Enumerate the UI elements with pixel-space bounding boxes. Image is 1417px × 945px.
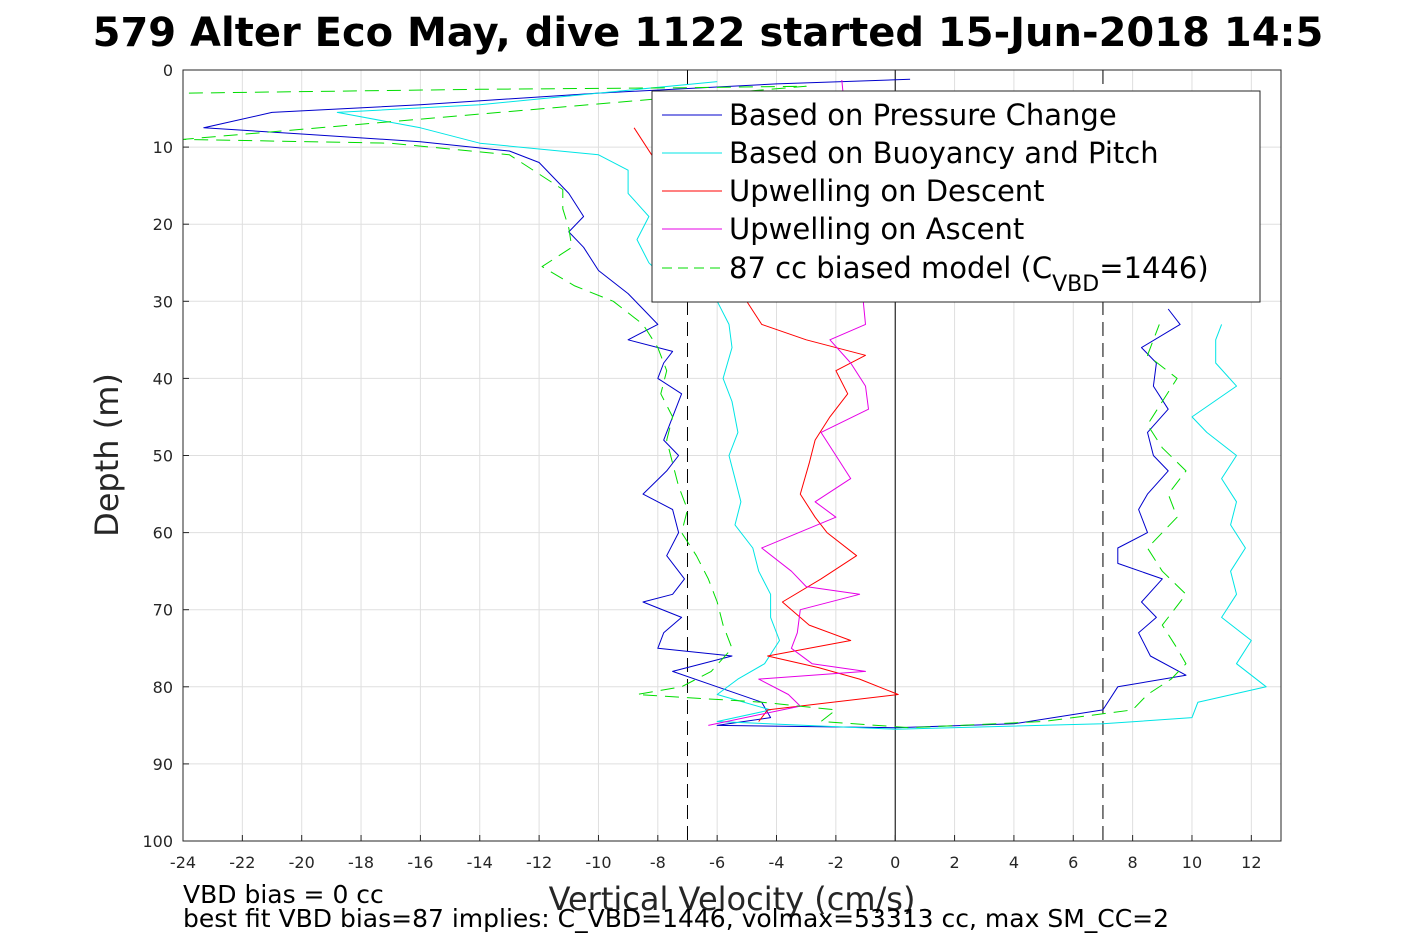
series-layer — [182, 78, 1267, 730]
x-tick-label: -20 — [289, 853, 315, 872]
legend-label-ascent: Upwelling on Ascent — [729, 212, 1024, 246]
series-line-1 — [336, 81, 1267, 730]
chart-title: 579 Alter Eco May, dive 1122 started 15-… — [93, 10, 1324, 56]
y-tick-label: 20 — [153, 215, 173, 234]
legend-box — [651, 90, 1261, 303]
y-tick-label: 30 — [153, 292, 173, 311]
x-tick-label: -16 — [407, 853, 433, 872]
y-tick-label: 50 — [153, 447, 173, 466]
x-tick-label: -12 — [526, 853, 552, 872]
x-tick-label: -14 — [467, 853, 493, 872]
legend-label-model-main: 87 cc biased model (C — [729, 251, 1052, 285]
y-tick-label: 10 — [153, 138, 173, 157]
y-axis-label: Depth (m) — [88, 373, 126, 537]
x-tick-label: -22 — [229, 853, 255, 872]
legend: Based on Pressure Change Based on Buoyan… — [651, 90, 1261, 303]
legend-label-pressure: Based on Pressure Change — [729, 98, 1117, 132]
x-tick-label: 12 — [1241, 853, 1261, 872]
legend-label-buoyancy: Based on Buoyancy and Pitch — [729, 136, 1159, 170]
x-tick-label: -24 — [170, 853, 196, 872]
series-line-0 — [203, 78, 1187, 729]
x-tick-label: 10 — [1182, 853, 1202, 872]
x-tick-label: 2 — [949, 853, 959, 872]
x-tick-label: -4 — [769, 853, 785, 872]
x-tick-label: 8 — [1128, 853, 1138, 872]
series-line-3 — [708, 79, 869, 726]
x-tick-label: -18 — [348, 853, 374, 872]
series-line-2 — [633, 127, 899, 722]
x-tick-label: -2 — [828, 853, 844, 872]
x-tick-label: 4 — [1009, 853, 1019, 872]
y-tick-labels: 0 10 20 30 40 50 60 70 80 90 100 — [142, 61, 189, 851]
x-tick-label: 6 — [1068, 853, 1078, 872]
x-tick-labels: -24 -22 -20 -18 -16 -14 -12 -10 -8 -6 -4 -2 0 2 4 6 8 10 1… — [170, 835, 1262, 872]
footer-best-fit: best fit VBD bias=87 implies: C_VBD=1446… — [183, 904, 1169, 933]
legend-label-model-end: =1446) — [1099, 251, 1208, 285]
x-tick-label: -6 — [709, 853, 725, 872]
y-tick-label: 0 — [163, 61, 173, 80]
legend-label-descent: Upwelling on Descent — [729, 174, 1045, 208]
legend-label-model: 87 cc biased model (CVBD=1446) — [729, 251, 1209, 297]
x-tick-label: 0 — [890, 853, 900, 872]
footer-vbd-bias: VBD bias = 0 cc — [183, 880, 384, 909]
x-axis-label: Vertical Velocity (cm/s) — [549, 880, 916, 918]
x-tick-label: -8 — [650, 853, 666, 872]
series-line-4 — [182, 85, 1187, 729]
x-tick-label: -10 — [585, 853, 611, 872]
y-tick-label: 80 — [153, 678, 173, 697]
y-tick-label: 90 — [153, 755, 173, 774]
legend-label-model-sub: VBD — [1052, 272, 1099, 297]
y-tick-label: 100 — [142, 832, 173, 851]
y-tick-label: 60 — [153, 524, 173, 543]
y-tick-label: 70 — [153, 601, 173, 620]
y-tick-label: 40 — [153, 369, 173, 388]
